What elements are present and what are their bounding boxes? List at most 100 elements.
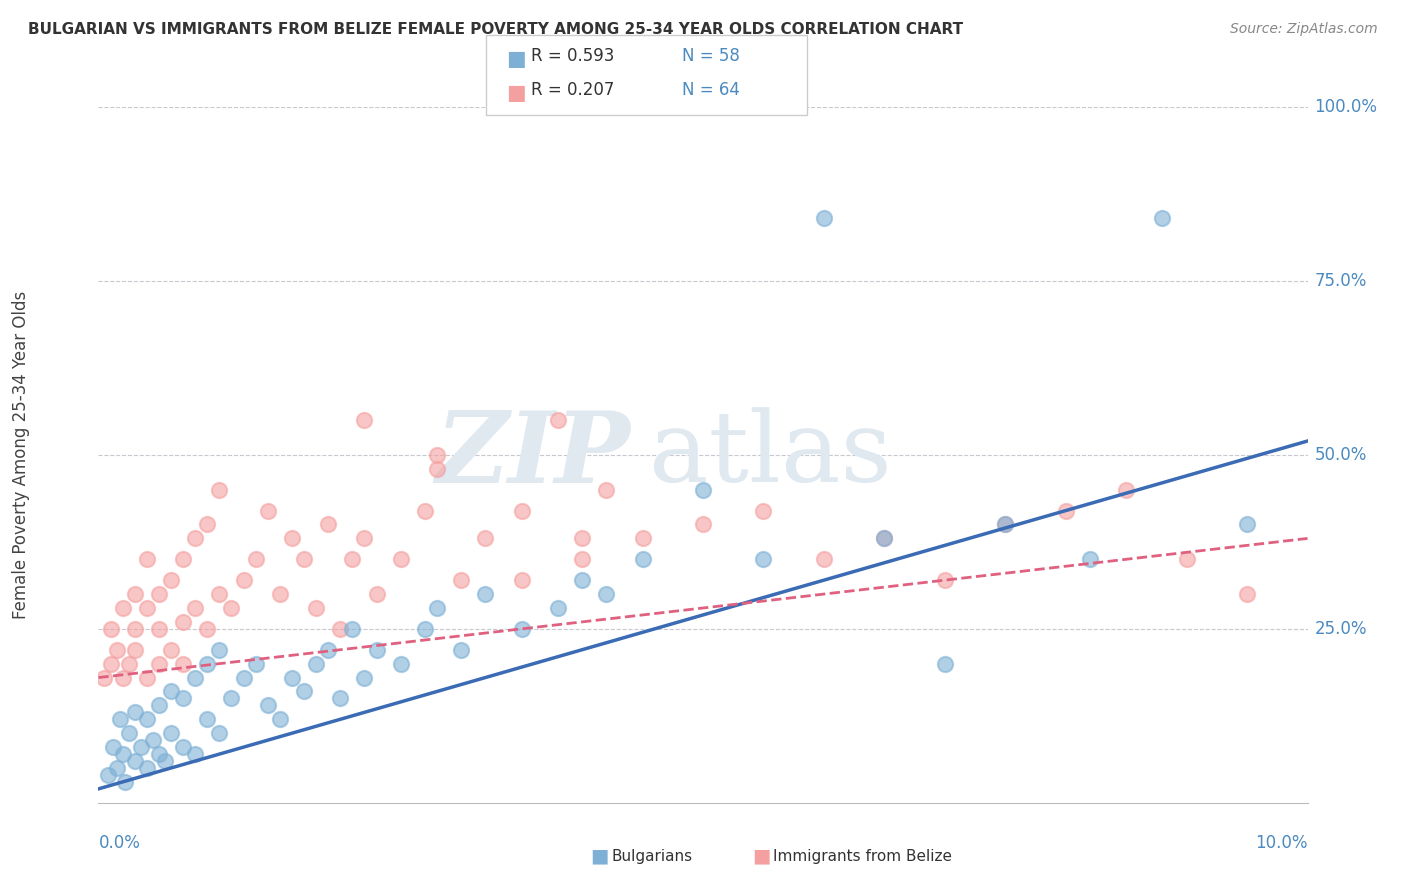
Point: [316, 517, 339, 532]
Point: [232, 573, 254, 587]
Point: [148, 747, 170, 761]
Point: [1236, 517, 1258, 532]
Point: [221, 691, 243, 706]
Point: [208, 642, 231, 657]
Point: [366, 587, 388, 601]
Text: Source: ZipAtlas.com: Source: ZipAtlas.com: [1230, 22, 1378, 37]
Point: [873, 532, 896, 546]
Point: [292, 684, 315, 698]
Point: [105, 761, 128, 775]
Point: [172, 615, 194, 629]
Point: [135, 601, 157, 615]
Point: [1078, 552, 1101, 566]
Point: [256, 503, 278, 517]
Point: [389, 657, 412, 671]
Point: [135, 671, 157, 685]
Point: [934, 573, 956, 587]
Point: [124, 587, 146, 601]
Point: [245, 552, 267, 566]
Text: Female Poverty Among 25-34 Year Olds: Female Poverty Among 25-34 Year Olds: [13, 291, 30, 619]
Point: [547, 601, 569, 615]
Point: [101, 740, 124, 755]
Point: [148, 622, 170, 636]
Point: [172, 657, 194, 671]
Text: BULGARIAN VS IMMIGRANTS FROM BELIZE FEMALE POVERTY AMONG 25-34 YEAR OLDS CORRELA: BULGARIAN VS IMMIGRANTS FROM BELIZE FEMA…: [28, 22, 963, 37]
Point: [474, 532, 496, 546]
Point: [269, 712, 291, 726]
Point: [342, 622, 364, 636]
Point: [160, 642, 183, 657]
Point: [153, 754, 176, 768]
Text: Immigrants from Belize: Immigrants from Belize: [773, 849, 952, 863]
Point: [124, 754, 146, 768]
Point: [994, 517, 1017, 532]
Point: [124, 622, 146, 636]
Point: [269, 587, 291, 601]
Point: [221, 601, 243, 615]
Point: [135, 761, 157, 775]
Point: [184, 532, 207, 546]
Point: [281, 671, 304, 685]
Point: [135, 712, 157, 726]
Point: [474, 587, 496, 601]
Point: [184, 601, 207, 615]
Text: 10.0%: 10.0%: [1256, 834, 1308, 852]
Point: [413, 503, 436, 517]
Point: [142, 733, 165, 747]
Point: [184, 671, 207, 685]
Point: [292, 552, 315, 566]
Point: [353, 532, 375, 546]
Point: [547, 413, 569, 427]
Point: [692, 517, 714, 532]
Point: [1236, 587, 1258, 601]
Point: [752, 503, 775, 517]
Point: [752, 552, 775, 566]
Point: [108, 712, 131, 726]
Point: [426, 462, 449, 476]
Point: [450, 573, 472, 587]
Text: 25.0%: 25.0%: [1315, 620, 1367, 638]
Point: [631, 552, 654, 566]
Text: ■: ■: [591, 847, 609, 866]
Point: [571, 552, 593, 566]
Point: [1152, 211, 1174, 226]
Point: [342, 552, 364, 566]
Point: [366, 642, 388, 657]
Point: [510, 622, 533, 636]
Point: [426, 448, 449, 462]
Point: [813, 552, 835, 566]
Point: [135, 552, 157, 566]
Text: N = 58: N = 58: [682, 47, 740, 65]
Point: [232, 671, 254, 685]
Text: 50.0%: 50.0%: [1315, 446, 1367, 464]
Point: [195, 712, 218, 726]
Point: [195, 622, 218, 636]
Point: [118, 726, 141, 740]
Point: [111, 747, 134, 761]
Point: [160, 573, 183, 587]
Point: [208, 483, 231, 497]
Point: [994, 517, 1017, 532]
Point: [281, 532, 304, 546]
Point: [389, 552, 412, 566]
Point: [93, 671, 115, 685]
Point: [172, 740, 194, 755]
Point: [160, 726, 183, 740]
Point: [510, 573, 533, 587]
Point: [631, 532, 654, 546]
Point: [195, 517, 218, 532]
Point: [316, 642, 339, 657]
Point: [595, 483, 617, 497]
Point: [111, 601, 134, 615]
Point: [934, 657, 956, 671]
Point: [124, 642, 146, 657]
Point: [329, 622, 352, 636]
Point: [353, 413, 375, 427]
Point: [571, 532, 593, 546]
Point: [148, 698, 170, 713]
Text: atlas: atlas: [648, 407, 891, 503]
Point: [1175, 552, 1198, 566]
Text: Bulgarians: Bulgarians: [612, 849, 693, 863]
Point: [208, 726, 231, 740]
Text: ■: ■: [506, 49, 526, 69]
